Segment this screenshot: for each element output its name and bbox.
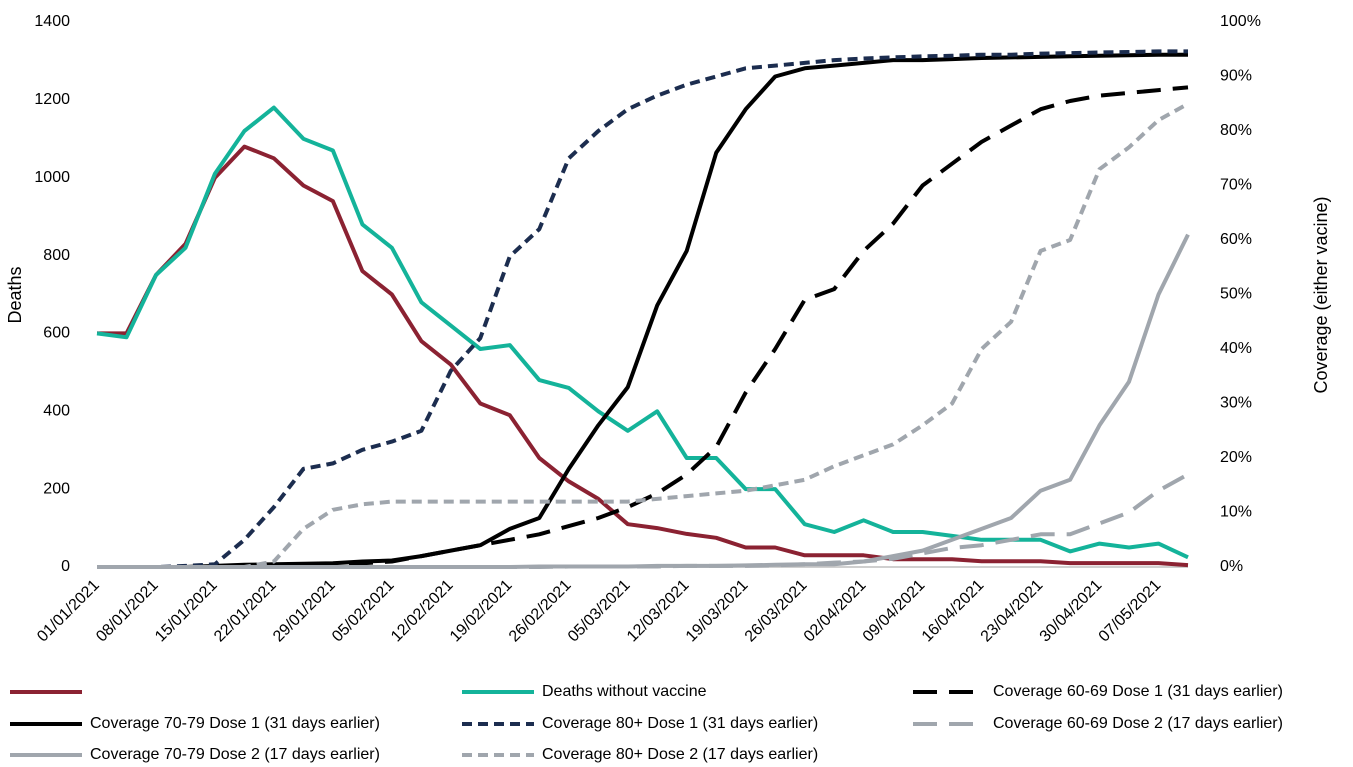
y2-tick-label: 40% [1220, 340, 1252, 357]
y2-tick-label: 60% [1220, 231, 1252, 248]
y2-tick-label: 20% [1220, 449, 1252, 466]
legend-label: Coverage 70-79 Dose 1 (31 days earlier) [90, 715, 380, 732]
x-tick-label: 07/05/2021 [1096, 577, 1165, 646]
y2-tick-label: 100% [1220, 13, 1261, 30]
series-line [96, 105, 1189, 560]
y2-axis-title: Coverage (either vacine) [1311, 196, 1331, 393]
y-tick-label: 600 [43, 325, 70, 342]
y2-tick-label: 90% [1220, 68, 1252, 85]
y-tick-label: 400 [43, 403, 70, 420]
y2-tick-label: 80% [1220, 122, 1252, 139]
y2-tick-label: 0% [1220, 558, 1243, 575]
x-tick-label: 26/03/2021 [742, 577, 811, 646]
series-line [97, 85, 1189, 569]
series-line [97, 102, 1189, 569]
y2-tick-label: 30% [1220, 395, 1252, 412]
x-tick-label: 01/01/2021 [34, 577, 103, 646]
x-tick-label: 02/04/2021 [801, 577, 870, 646]
legend-label: Coverage 80+ Dose 1 (31 days earlier) [542, 715, 818, 732]
x-tick-label: 09/04/2021 [860, 577, 929, 646]
y2-tick-label: 10% [1220, 504, 1252, 521]
y2-tick-label: 50% [1220, 286, 1252, 303]
series-line [97, 144, 1189, 568]
x-tick-label: 12/03/2021 [624, 577, 693, 646]
legend-label: Deaths without vaccine [542, 683, 707, 700]
x-tick-label: 12/02/2021 [388, 577, 457, 646]
series-line [97, 49, 1188, 569]
y-tick-label: 1200 [34, 91, 70, 108]
x-tick-label: 05/03/2021 [565, 577, 634, 646]
series-line [97, 233, 1190, 569]
y-axis-title: Deaths [5, 266, 25, 323]
series-line [97, 52, 1188, 569]
legend-label: Coverage 60-69 Dose 2 (17 days earlier) [993, 715, 1283, 732]
legend-label: Coverage 60-69 Dose 1 (31 days earlier) [993, 683, 1283, 700]
x-tick-label: 16/04/2021 [919, 577, 988, 646]
y2-tick-label: 70% [1220, 177, 1252, 194]
y-tick-label: 0 [61, 558, 70, 575]
legend-label: Coverage 80+ Dose 2 (17 days earlier) [542, 746, 818, 763]
y-tick-label: 1400 [34, 13, 70, 30]
y-tick-label: 200 [43, 480, 70, 497]
x-tick-label: 05/02/2021 [329, 577, 398, 646]
x-tick-label: 26/02/2021 [506, 577, 575, 646]
x-tick-label: 19/03/2021 [683, 577, 752, 646]
x-tick-label: 23/04/2021 [978, 577, 1047, 646]
x-tick-label: 19/02/2021 [447, 577, 516, 646]
x-tick-label: 29/01/2021 [270, 577, 339, 646]
x-tick-label: 22/01/2021 [211, 577, 280, 646]
x-tick-label: 15/01/2021 [152, 577, 221, 646]
y-tick-label: 800 [43, 247, 70, 264]
x-tick-label: 08/01/2021 [93, 577, 162, 646]
y-tick-label: 1000 [34, 169, 70, 186]
x-tick-label: 30/04/2021 [1037, 577, 1106, 646]
legend-label: Coverage 70-79 Dose 2 (17 days earlier) [90, 746, 380, 763]
